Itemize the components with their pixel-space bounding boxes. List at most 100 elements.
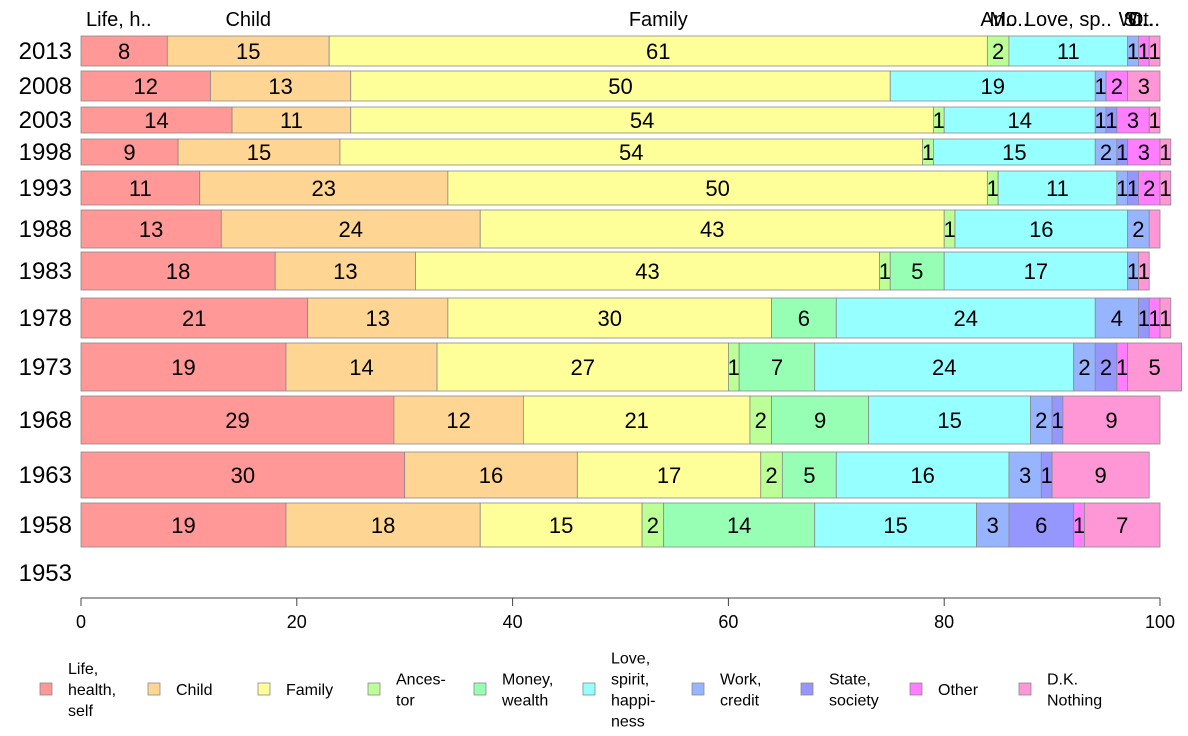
legend-label: Family <box>286 682 333 699</box>
data-label: 1 <box>933 108 945 133</box>
legend-swatch <box>909 682 923 696</box>
legend-label: tor <box>396 693 415 710</box>
data-label: 15 <box>1002 140 1026 165</box>
data-label: 18 <box>166 259 190 284</box>
data-label: 2 <box>992 39 1004 64</box>
data-label: 3 <box>1138 140 1150 165</box>
bar-segment <box>1127 70 1161 102</box>
bar-segment <box>814 502 977 548</box>
data-label: 16 <box>479 463 503 488</box>
bar-segment <box>1084 502 1161 548</box>
bar-segment <box>479 209 945 249</box>
data-label: 16 <box>910 463 934 488</box>
legend-label: D.K. <box>1047 672 1078 689</box>
bar-segment <box>976 502 1010 548</box>
data-label: 1 <box>1105 108 1117 133</box>
bar-segment <box>814 342 1075 392</box>
data-label: 14 <box>349 355 373 380</box>
legend-label: health, <box>68 682 116 699</box>
year-label: 2013 <box>19 38 72 65</box>
data-label: 1 <box>1116 176 1128 201</box>
data-label: 17 <box>1024 259 1048 284</box>
bar-segment <box>80 209 222 249</box>
legend-label: Other <box>938 682 979 699</box>
legend-label: Money, <box>502 672 553 689</box>
data-label: 2 <box>1100 140 1112 165</box>
bar-segment <box>80 138 179 166</box>
year-label: 2003 <box>19 107 72 134</box>
legend-label: State, <box>829 672 871 689</box>
data-label: 1 <box>1148 39 1160 64</box>
legend-swatch <box>800 682 814 696</box>
data-label: 43 <box>700 217 724 242</box>
data-label: 14 <box>1007 108 1031 133</box>
data-label: 1 <box>1159 176 1171 201</box>
year-label: 1978 <box>19 305 72 332</box>
data-label: 27 <box>570 355 594 380</box>
series-heading: D... <box>1129 9 1160 31</box>
year-label: 1968 <box>19 407 72 434</box>
data-label: 1 <box>1127 39 1139 64</box>
data-label: 9 <box>1105 408 1117 433</box>
data-label: 1 <box>1159 140 1171 165</box>
bar-segment <box>1148 35 1161 67</box>
data-label: 24 <box>339 217 363 242</box>
year-label: 1963 <box>19 462 72 489</box>
bar-segment <box>576 451 762 499</box>
data-label: 30 <box>597 306 621 331</box>
data-label: 3 <box>1127 108 1139 133</box>
data-label: 12 <box>446 408 470 433</box>
legend-swatch <box>473 682 487 696</box>
legend-swatch <box>1018 682 1032 696</box>
data-label: 30 <box>231 463 255 488</box>
data-label: 1 <box>1051 408 1063 433</box>
legend-swatch <box>39 682 53 696</box>
series-heading: Child <box>225 9 271 31</box>
series-heading: Life, h.. <box>86 9 152 31</box>
data-label: 1 <box>1127 176 1139 201</box>
data-label: 6 <box>1035 513 1047 538</box>
bar-segment <box>393 395 524 445</box>
data-label: 50 <box>608 74 632 99</box>
data-label: 1 <box>1148 108 1160 133</box>
data-label: 1 <box>1127 259 1139 284</box>
series-heading: Ot.. <box>1128 9 1160 31</box>
data-label: 1 <box>1116 140 1128 165</box>
year-label: 1988 <box>19 216 72 243</box>
bar-segment <box>80 251 276 291</box>
bar-segment <box>1062 395 1161 445</box>
data-label: 5 <box>803 463 815 488</box>
data-label: 13 <box>268 74 292 99</box>
data-label: 19 <box>981 74 1005 99</box>
legend-label: Child <box>176 682 212 699</box>
data-label: 7 <box>771 355 783 380</box>
series-heading: St.. <box>1123 9 1153 31</box>
bar-segment <box>943 106 1096 134</box>
data-label: 1 <box>879 259 891 284</box>
bar-segment <box>1148 209 1161 249</box>
bar-segment <box>220 209 481 249</box>
bar-segment <box>868 395 1031 445</box>
legend-label: spirit, <box>611 672 649 689</box>
data-label: 14 <box>144 108 168 133</box>
bar-segment <box>80 395 395 445</box>
bar-segment <box>285 342 438 392</box>
bar-segment <box>80 106 233 134</box>
data-label: 5 <box>911 259 923 284</box>
data-label: 1 <box>1095 74 1107 99</box>
data-label: 1 <box>987 176 999 201</box>
data-label: 29 <box>225 408 249 433</box>
data-label: 8 <box>118 39 130 64</box>
legend-label: Love, <box>611 651 650 668</box>
data-label: 1 <box>1159 306 1171 331</box>
data-label: 24 <box>954 306 978 331</box>
data-label: 15 <box>937 408 961 433</box>
data-label: 6 <box>798 306 810 331</box>
data-label: 2 <box>1111 74 1123 99</box>
bar-segment <box>80 297 308 339</box>
bar-segment <box>80 170 201 206</box>
data-label: 21 <box>182 306 206 331</box>
data-label: 19 <box>171 513 195 538</box>
series-heading: An.. <box>980 9 1016 31</box>
